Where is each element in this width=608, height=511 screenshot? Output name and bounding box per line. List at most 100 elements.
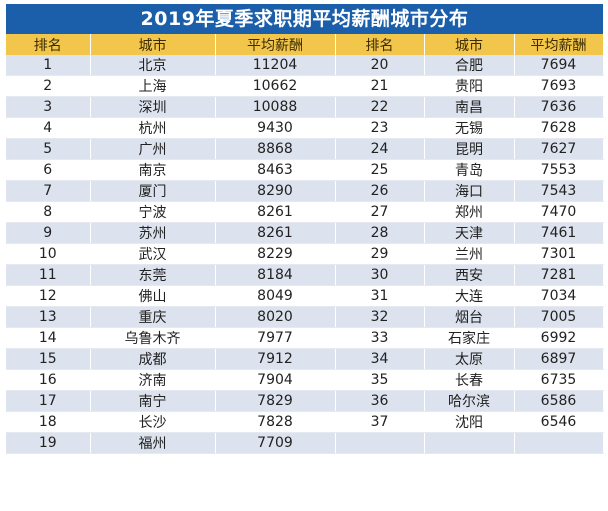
cell-city: 郑州: [424, 201, 515, 223]
cell-salary: 8290: [215, 180, 336, 202]
cell-city: 天津: [424, 222, 515, 244]
table-row: 16 济南 7904 35 长春 6735: [6, 369, 604, 391]
cell-rank: 5: [6, 138, 91, 160]
cell-rank: 28: [335, 222, 425, 244]
cell-salary: 7301: [514, 243, 604, 265]
cell-salary: 7904: [215, 369, 336, 391]
cell-salary: 7005: [514, 306, 604, 328]
cell-salary: 7034: [514, 285, 604, 307]
cell-city: 西安: [424, 264, 515, 286]
cell-salary: 10662: [215, 75, 336, 97]
cell-rank: 4: [6, 117, 91, 139]
cell-salary: 7627: [514, 138, 604, 160]
cell-salary: 7829: [215, 390, 336, 412]
cell-rank: 20: [335, 55, 425, 76]
cell-rank: 14: [6, 327, 91, 349]
cell-salary: 6586: [514, 390, 604, 412]
cell-city: 长沙: [90, 411, 216, 433]
cell-city: 青岛: [424, 159, 515, 181]
cell-rank: 32: [335, 306, 425, 328]
cell-rank: 13: [6, 306, 91, 328]
header-salary: 平均薪酬: [514, 34, 604, 55]
cell-salary: [514, 432, 604, 454]
cell-salary: 7461: [514, 222, 604, 244]
cell-salary: 6897: [514, 348, 604, 370]
cell-rank: 24: [335, 138, 425, 160]
table-row: 1 北京 11204 20 合肥 7694: [6, 55, 604, 76]
cell-salary: 7281: [514, 264, 604, 286]
header-rank: 排名: [335, 34, 425, 55]
cell-rank: 23: [335, 117, 425, 139]
cell-salary: 8184: [215, 264, 336, 286]
cell-city: 沈阳: [424, 411, 515, 433]
cell-city: 南京: [90, 159, 216, 181]
header-salary: 平均薪酬: [215, 34, 336, 55]
cell-salary: 10088: [215, 96, 336, 118]
cell-salary: 7693: [514, 75, 604, 97]
cell-city: 哈尔滨: [424, 390, 515, 412]
cell-city: 无锡: [424, 117, 515, 139]
cell-rank: 30: [335, 264, 425, 286]
cell-salary: 8049: [215, 285, 336, 307]
cell-city: 昆明: [424, 138, 515, 160]
table-row: 18 长沙 7828 37 沈阳 6546: [6, 411, 604, 433]
cell-rank: 31: [335, 285, 425, 307]
cell-city: 北京: [90, 55, 216, 76]
table-row: 4 杭州 9430 23 无锡 7628: [6, 117, 604, 139]
table-row: 14 乌鲁木齐 7977 33 石家庄 6992: [6, 327, 604, 349]
cell-city: 合肥: [424, 55, 515, 76]
cell-salary: 7636: [514, 96, 604, 118]
cell-city: 厦门: [90, 180, 216, 202]
cell-salary: 7553: [514, 159, 604, 181]
table-row: 6 南京 8463 25 青岛 7553: [6, 159, 604, 181]
cell-city: [424, 432, 515, 454]
header-city: 城市: [90, 34, 216, 55]
cell-city: 海口: [424, 180, 515, 202]
table-row: 11 东莞 8184 30 西安 7281: [6, 264, 604, 286]
cell-salary: 8229: [215, 243, 336, 265]
cell-city: 宁波: [90, 201, 216, 223]
cell-city: 南昌: [424, 96, 515, 118]
cell-rank: 17: [6, 390, 91, 412]
cell-salary: 7470: [514, 201, 604, 223]
cell-salary: 8868: [215, 138, 336, 160]
cell-salary: 7694: [514, 55, 604, 76]
table-row: 10 武汉 8229 29 兰州 7301: [6, 243, 604, 265]
cell-rank: 19: [6, 432, 91, 454]
cell-city: 乌鲁木齐: [90, 327, 216, 349]
cell-rank: 2: [6, 75, 91, 97]
cell-rank: 3: [6, 96, 91, 118]
cell-rank: 26: [335, 180, 425, 202]
cell-salary: 6546: [514, 411, 604, 433]
cell-city: 佛山: [90, 285, 216, 307]
cell-rank: 29: [335, 243, 425, 265]
cell-city: 长春: [424, 369, 515, 391]
cell-city: 武汉: [90, 243, 216, 265]
cell-rank: 1: [6, 55, 91, 76]
cell-rank: 34: [335, 348, 425, 370]
cell-rank: 37: [335, 411, 425, 433]
cell-city: 东莞: [90, 264, 216, 286]
cell-city: 石家庄: [424, 327, 515, 349]
cell-salary: 7543: [514, 180, 604, 202]
cell-city: 杭州: [90, 117, 216, 139]
cell-city: 福州: [90, 432, 216, 454]
cell-salary: 7912: [215, 348, 336, 370]
table-row: 19 福州 7709: [6, 432, 604, 454]
cell-city: 重庆: [90, 306, 216, 328]
cell-rank: 6: [6, 159, 91, 181]
table-row: 7 厦门 8290 26 海口 7543: [6, 180, 604, 202]
table-row: 3 深圳 10088 22 南昌 7636: [6, 96, 604, 118]
cell-salary: 6735: [514, 369, 604, 391]
cell-city: 大连: [424, 285, 515, 307]
cell-rank: 12: [6, 285, 91, 307]
cell-rank: 10: [6, 243, 91, 265]
cell-salary: 8261: [215, 222, 336, 244]
cell-rank: 35: [335, 369, 425, 391]
cell-rank: 21: [335, 75, 425, 97]
cell-rank: [335, 432, 425, 454]
table-row: 15 成都 7912 34 太原 6897: [6, 348, 604, 370]
cell-salary: 9430: [215, 117, 336, 139]
cell-city: 深圳: [90, 96, 216, 118]
cell-salary: 7977: [215, 327, 336, 349]
